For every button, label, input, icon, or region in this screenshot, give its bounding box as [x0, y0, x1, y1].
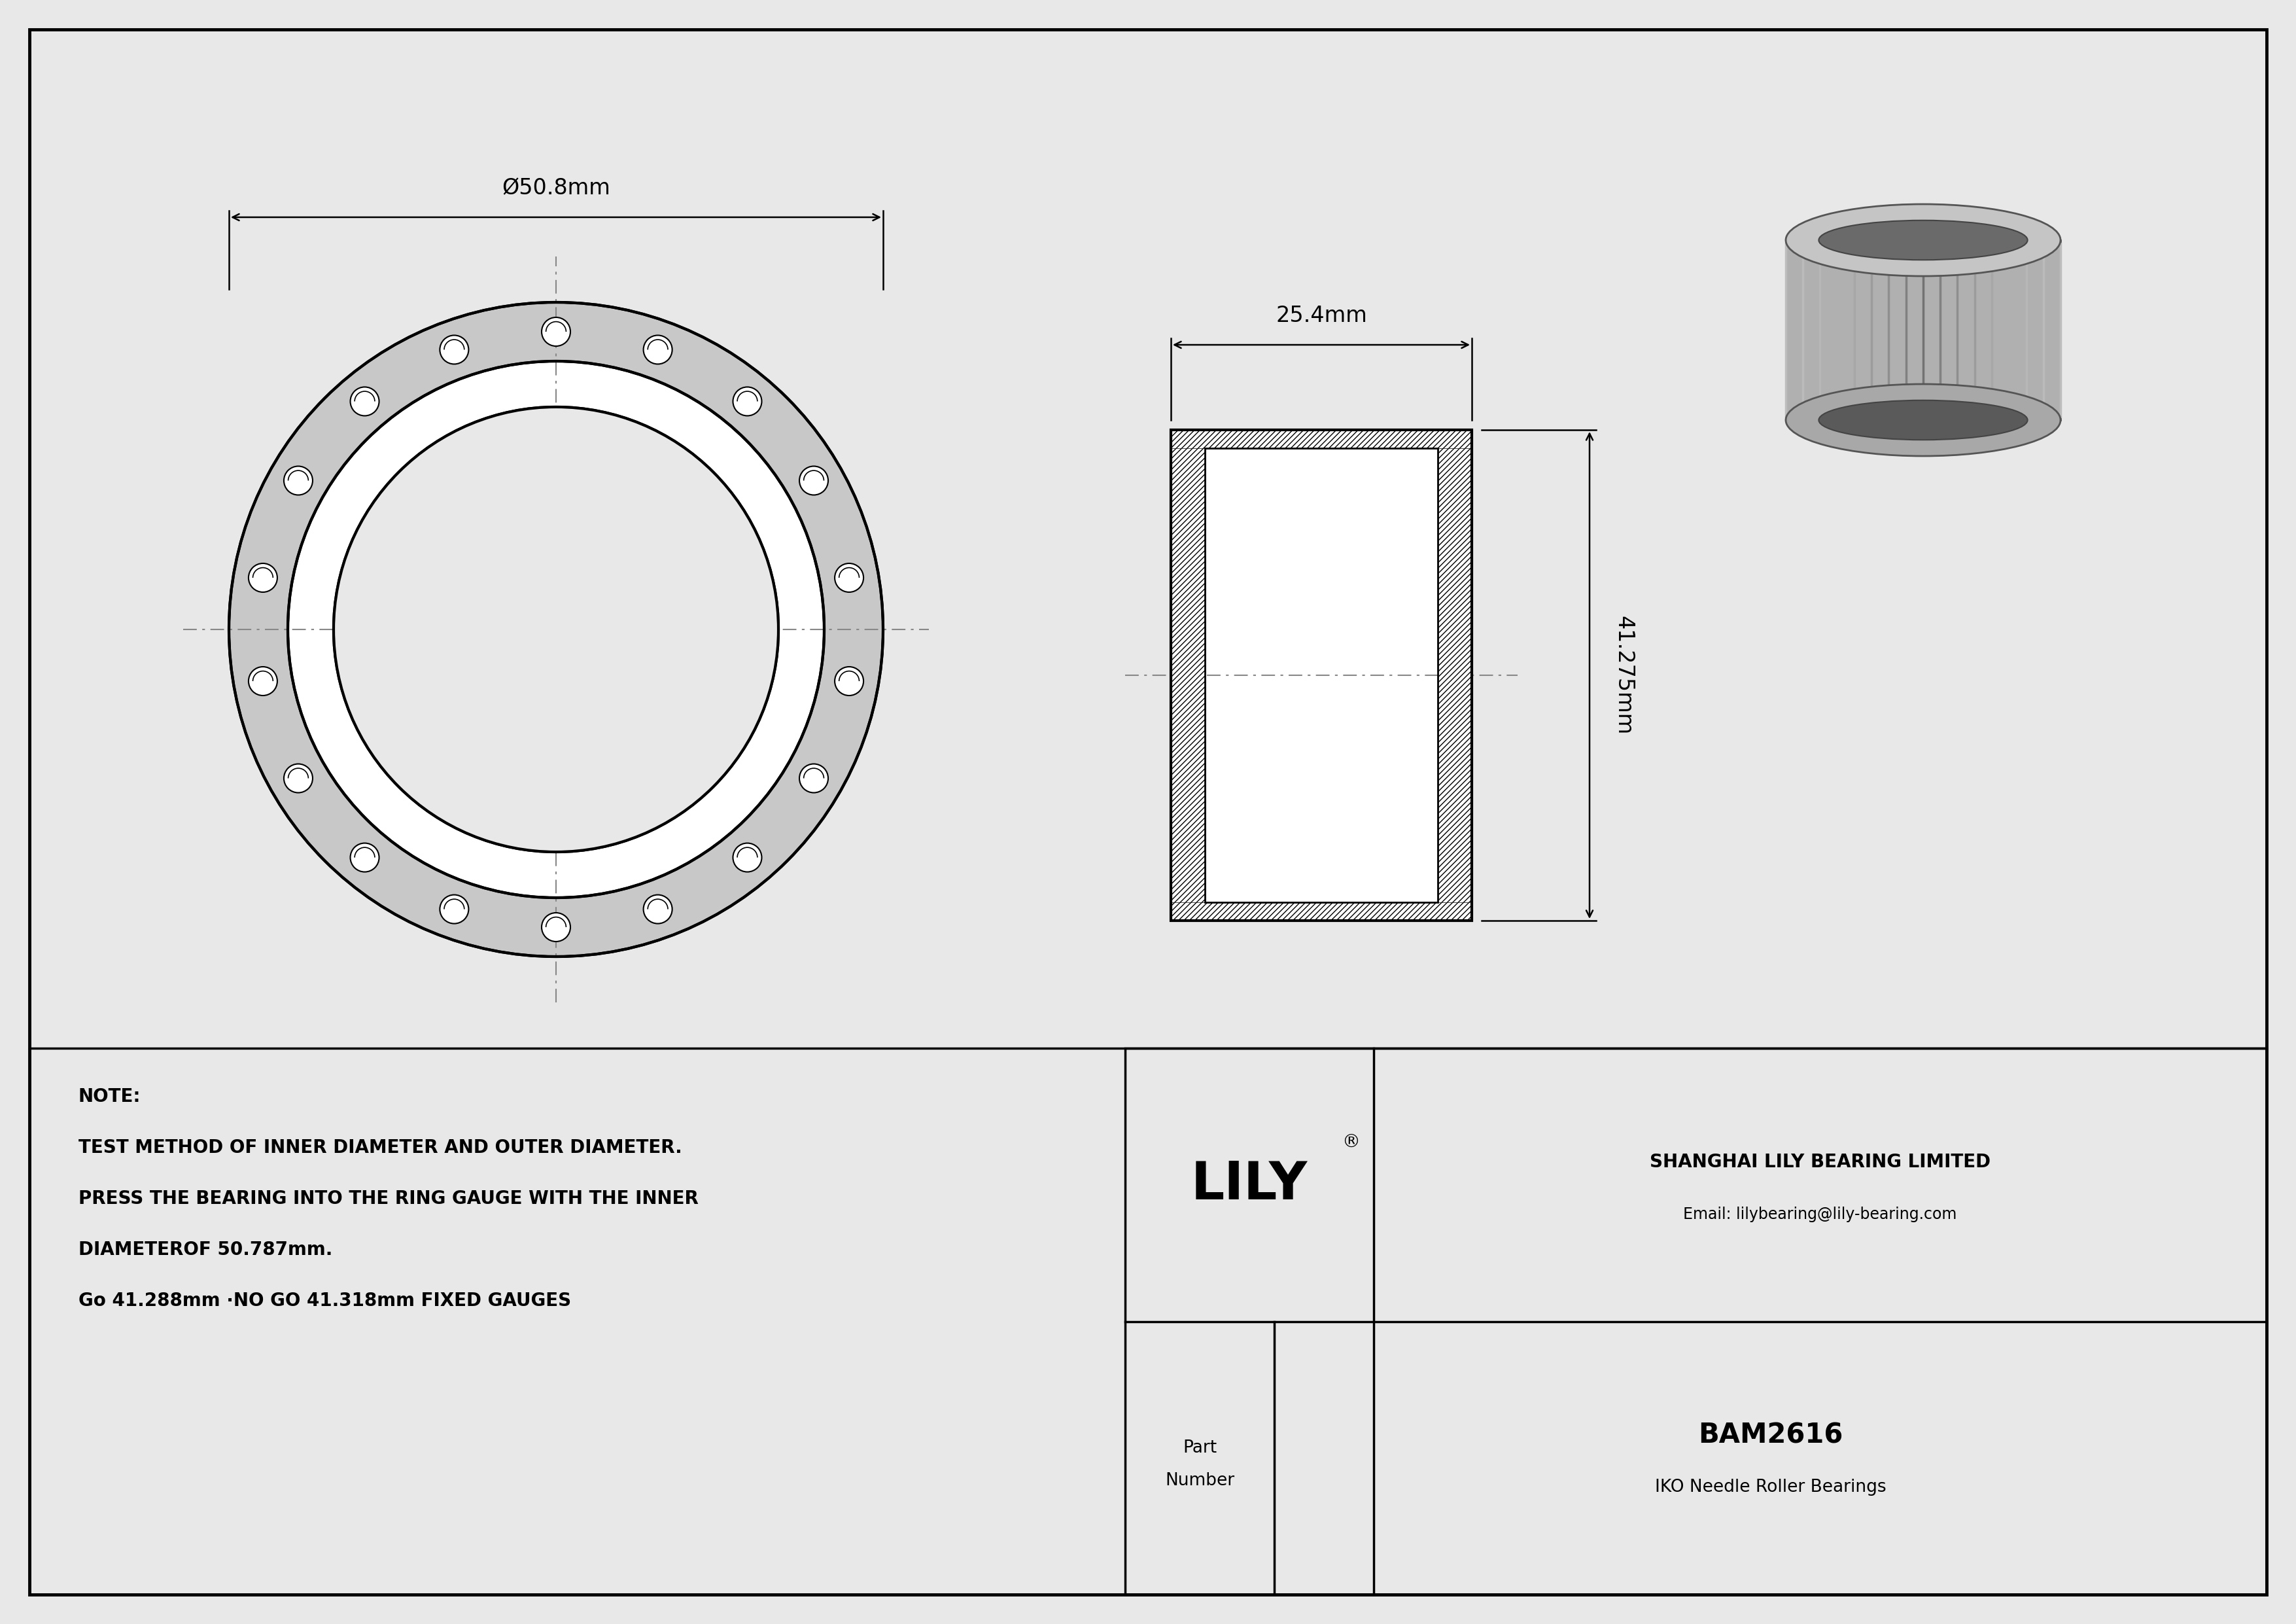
Bar	[1171, 430, 1205, 921]
Text: Email: lilybearing@lily-bearing.com: Email: lilybearing@lily-bearing.com	[1683, 1207, 1956, 1223]
Bar	[1171, 903, 1472, 921]
Bar	[1125, 1047, 2266, 1595]
Circle shape	[732, 843, 762, 872]
Circle shape	[799, 466, 829, 495]
Text: DIAMETEROF 50.787mm.: DIAMETEROF 50.787mm.	[78, 1241, 333, 1259]
Text: BAM2616: BAM2616	[1699, 1421, 1844, 1449]
Text: NOTE:: NOTE:	[78, 1088, 140, 1106]
Bar	[1171, 430, 1472, 921]
Circle shape	[230, 302, 884, 957]
Text: ®: ®	[1341, 1134, 1359, 1151]
Circle shape	[287, 361, 824, 898]
Bar	[1171, 430, 1472, 448]
Ellipse shape	[1786, 385, 2060, 456]
Circle shape	[351, 387, 379, 416]
Circle shape	[333, 408, 778, 853]
Text: 25.4mm: 25.4mm	[1277, 305, 1366, 326]
Bar	[1786, 240, 2060, 421]
Circle shape	[542, 317, 569, 346]
Bar	[1437, 430, 1472, 921]
Circle shape	[643, 895, 673, 924]
Text: 41.275mm: 41.275mm	[1612, 615, 1635, 736]
Circle shape	[836, 564, 863, 593]
Ellipse shape	[1818, 221, 2027, 260]
Circle shape	[732, 387, 762, 416]
Bar	[1171, 430, 1472, 921]
Bar	[1759, 192, 2101, 466]
Text: Number: Number	[1164, 1473, 1235, 1489]
Circle shape	[542, 913, 569, 942]
Circle shape	[248, 667, 278, 695]
Text: IKO Needle Roller Bearings: IKO Needle Roller Bearings	[1655, 1479, 1885, 1496]
Circle shape	[441, 895, 468, 924]
Ellipse shape	[1818, 400, 2027, 440]
Text: LILY: LILY	[1192, 1160, 1309, 1210]
Text: SHANGHAI LILY BEARING LIMITED: SHANGHAI LILY BEARING LIMITED	[1651, 1153, 1991, 1171]
Circle shape	[248, 564, 278, 593]
Circle shape	[643, 335, 673, 364]
Bar	[1171, 430, 1205, 921]
Circle shape	[799, 763, 829, 793]
Bar	[1437, 430, 1472, 921]
Ellipse shape	[1786, 205, 2060, 276]
Circle shape	[285, 763, 312, 793]
Circle shape	[441, 335, 468, 364]
Text: Part: Part	[1182, 1439, 1217, 1457]
Circle shape	[285, 466, 312, 495]
Text: Ø50.8mm: Ø50.8mm	[503, 177, 611, 198]
Text: TEST METHOD OF INNER DIAMETER AND OUTER DIAMETER.: TEST METHOD OF INNER DIAMETER AND OUTER …	[78, 1138, 682, 1156]
Circle shape	[351, 843, 379, 872]
Text: Go 41.288mm ·NO GO 41.318mm FIXED GAUGES: Go 41.288mm ·NO GO 41.318mm FIXED GAUGES	[78, 1291, 572, 1311]
Circle shape	[836, 667, 863, 695]
Circle shape	[230, 302, 884, 957]
Bar	[1205, 448, 1437, 903]
Text: PRESS THE BEARING INTO THE RING GAUGE WITH THE INNER: PRESS THE BEARING INTO THE RING GAUGE WI…	[78, 1189, 698, 1208]
